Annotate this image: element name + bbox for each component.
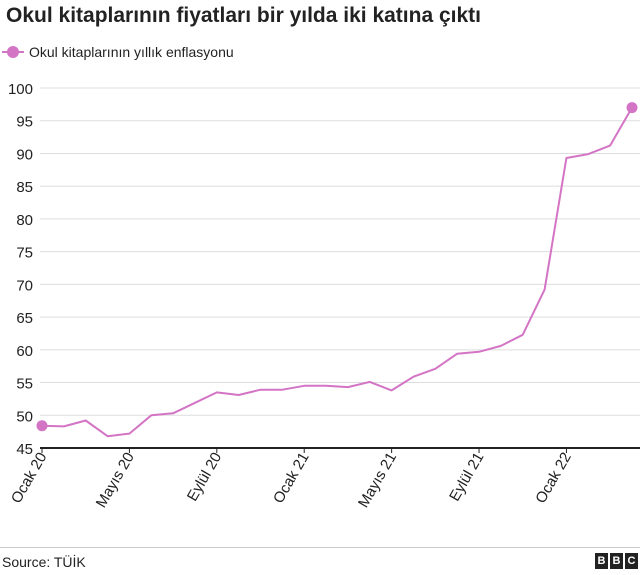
x-tick-label: Mayıs 20 [93, 450, 138, 511]
x-tick-label: Ocak 21 [270, 450, 313, 507]
y-tick-label: 50 [16, 408, 33, 425]
y-tick-label: 80 [16, 212, 33, 229]
footer-divider [0, 547, 640, 548]
x-tick-label: Eylül 20 [184, 450, 225, 505]
legend-label: Okul kitaplarının yıllık enflasyonu [29, 44, 234, 60]
y-tick-label: 45 [16, 441, 33, 458]
legend-dot [7, 46, 19, 58]
legend: Okul kitaplarının yıllık enflasyonu [2, 44, 234, 60]
line-chart: 45 50 55 60 65 70 75 80 85 90 95 100 Ocak 20 Mayıs 20… [8, 81, 640, 511]
series-line [41, 106, 633, 438]
logo-letter: B [610, 553, 623, 569]
chart-title: Okul kitaplarının fiyatları bir yılda ik… [6, 4, 481, 27]
logo-letter: C [625, 553, 638, 569]
legend-marker-icon [2, 46, 24, 58]
x-tick-label: Mayıs 21 [355, 450, 400, 511]
bbc-logo: B B C [595, 553, 638, 569]
y-tick-label: 60 [16, 343, 33, 360]
y-tick-label: 100 [8, 81, 33, 98]
x-tick-label: Ocak 22 [532, 450, 575, 507]
y-tick-label: 90 [16, 146, 33, 163]
source-note: Source: TÜİK [2, 554, 86, 570]
y-tick-label: 75 [16, 245, 33, 262]
y-tick-label: 70 [16, 277, 33, 294]
y-tick-label: 85 [16, 179, 33, 196]
logo-letter: B [595, 553, 608, 569]
x-tick-label: Ocak 20 [8, 450, 51, 507]
x-tick-label: Eylül 21 [446, 450, 487, 505]
data-point [626, 102, 638, 114]
y-tick-label: 95 [16, 114, 33, 131]
data-point [36, 420, 48, 432]
y-tick-label: 55 [16, 376, 33, 393]
y-tick-label: 65 [16, 310, 33, 327]
